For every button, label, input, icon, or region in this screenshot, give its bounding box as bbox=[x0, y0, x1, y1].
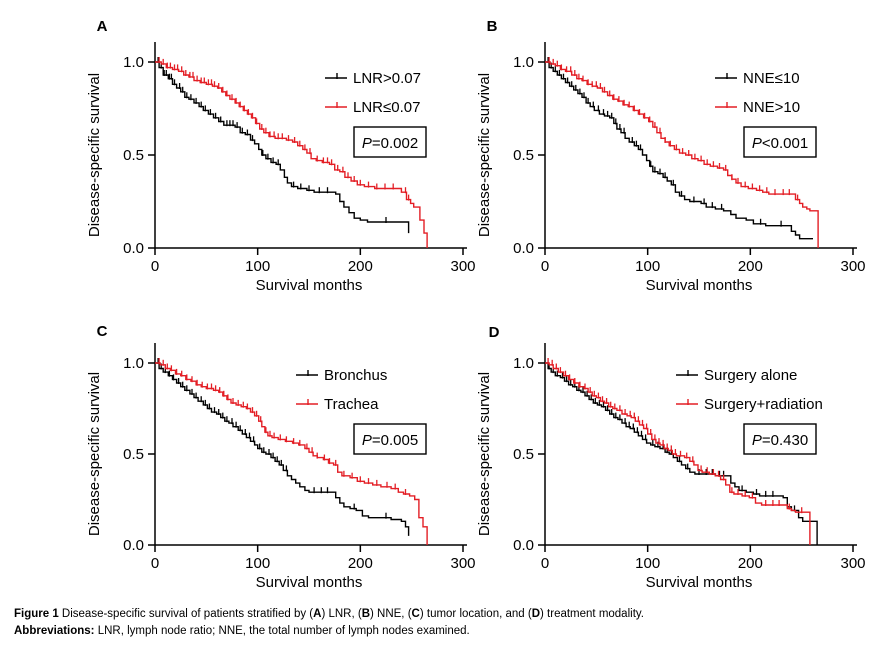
panel-B: 0 100 200 300 0.0 0.5 1.0 Survival months Diseas… bbox=[476, 18, 866, 294]
y-axis-title: Disease-specific survival bbox=[86, 372, 103, 536]
km-curve-B-black bbox=[545, 61, 813, 240]
panel-letter: B bbox=[487, 18, 498, 35]
x-axis-title: Survival months bbox=[646, 574, 753, 591]
x-axis-title: Survival months bbox=[256, 277, 363, 294]
caption-text-segment: ) NNE, ( bbox=[370, 608, 412, 620]
x-tick-label: 0 bbox=[151, 258, 159, 275]
caption-text-segment: ) LNR, ( bbox=[321, 608, 362, 620]
panel-letter: C bbox=[97, 323, 108, 340]
caption-text-segment: ) treatment modality. bbox=[540, 608, 644, 620]
p-value-box bbox=[353, 126, 427, 158]
p-value: P=0.430 bbox=[752, 432, 808, 449]
caption-bold-segment: A bbox=[313, 608, 322, 620]
x-tick-label: 300 bbox=[450, 258, 475, 275]
y-tick-label: 0.5 bbox=[123, 446, 144, 463]
x-tick-label: 0 bbox=[541, 555, 549, 572]
km-curve-B-red bbox=[545, 61, 819, 248]
x-tick-label: 0 bbox=[541, 258, 549, 275]
y-tick-label: 0.0 bbox=[123, 537, 144, 554]
x-axis-title: Survival months bbox=[646, 277, 753, 294]
x-tick-label: 100 bbox=[635, 555, 660, 572]
y-axis-title: Disease-specific survival bbox=[476, 73, 493, 237]
y-tick-label: 1.0 bbox=[123, 355, 144, 372]
x-tick-label: 300 bbox=[840, 258, 865, 275]
y-axis-title: Disease-specific survival bbox=[476, 372, 493, 536]
caption-bold-segment: Abbreviations: bbox=[14, 625, 95, 637]
x-tick-label: 100 bbox=[245, 555, 270, 572]
p-value-box bbox=[743, 423, 817, 455]
x-tick-label: 300 bbox=[840, 555, 865, 572]
caption-bold-segment: D bbox=[531, 608, 541, 620]
legend-label: Trachea bbox=[324, 396, 379, 413]
y-tick-label: 0.0 bbox=[513, 537, 534, 554]
x-tick-label: 100 bbox=[635, 258, 660, 275]
km-curve-A-red bbox=[155, 61, 428, 248]
y-tick-label: 0.0 bbox=[513, 240, 534, 257]
km-curve-C-black bbox=[155, 362, 410, 536]
y-tick-label: 0.5 bbox=[513, 446, 534, 463]
x-tick-label: 200 bbox=[738, 555, 763, 572]
caption-text-segment: LNR, lymph node ratio; NNE, the total nu… bbox=[94, 625, 470, 637]
p-value-box bbox=[743, 126, 817, 158]
x-tick-label: 0 bbox=[151, 555, 159, 572]
caption-line: Figure 1 Disease-specific survival of pa… bbox=[14, 606, 854, 623]
y-tick-label: 1.0 bbox=[513, 54, 534, 71]
km-curve-D-black bbox=[545, 362, 818, 545]
y-axis-title: Disease-specific survival bbox=[86, 73, 103, 237]
legend-label: Surgery alone bbox=[704, 367, 797, 384]
km-curve-D-red bbox=[545, 362, 811, 545]
x-tick-label: 200 bbox=[738, 258, 763, 275]
legend-label: NNE≤10 bbox=[743, 70, 800, 87]
p-value: P<0.001 bbox=[752, 135, 808, 152]
y-tick-label: 0.5 bbox=[123, 147, 144, 164]
x-tick-label: 200 bbox=[348, 258, 373, 275]
caption-bold-segment: C bbox=[411, 608, 420, 620]
p-value-box bbox=[353, 423, 427, 455]
km-curve-A-black bbox=[155, 61, 410, 234]
panel-C: 0 100 200 300 0.0 0.5 1.0 Survival months Diseas… bbox=[86, 323, 476, 591]
legend-label: Surgery+radiation bbox=[704, 396, 823, 413]
panel-letter: A bbox=[97, 18, 108, 35]
panel-A: 0 100 200 300 0.0 0.5 1.0 Survival months Diseas… bbox=[86, 18, 476, 294]
figure-caption: Figure 1 Disease-specific survival of pa… bbox=[14, 606, 854, 640]
legend-label: LNR>0.07 bbox=[353, 70, 421, 87]
y-tick-label: 0.0 bbox=[123, 240, 144, 257]
x-axis-title: Survival months bbox=[256, 574, 363, 591]
panel-D: 0 100 200 300 0.0 0.5 1.0 Survival months Diseas… bbox=[476, 324, 866, 591]
caption-text-segment: ) tumor location, and ( bbox=[419, 608, 532, 620]
p-value: P=0.005 bbox=[362, 432, 418, 449]
y-tick-label: 0.5 bbox=[513, 147, 534, 164]
legend-label: NNE>10 bbox=[743, 99, 800, 116]
x-tick-label: 100 bbox=[245, 258, 270, 275]
p-value: P=0.002 bbox=[362, 135, 418, 152]
legend-label: Bronchus bbox=[324, 367, 387, 384]
caption-text-segment: Disease-specific survival of patients st… bbox=[58, 608, 314, 620]
y-tick-label: 1.0 bbox=[123, 54, 144, 71]
caption-bold-segment: Figure 1 bbox=[14, 608, 59, 620]
km-curve-C-red bbox=[155, 362, 428, 545]
panel-letter: D bbox=[489, 324, 500, 341]
x-tick-label: 300 bbox=[450, 555, 475, 572]
y-tick-label: 1.0 bbox=[513, 355, 534, 372]
caption-line: Abbreviations: LNR, lymph node ratio; NN… bbox=[14, 623, 854, 640]
legend-label: LNR≤0.07 bbox=[353, 99, 420, 116]
caption-bold-segment: B bbox=[361, 608, 370, 620]
x-tick-label: 200 bbox=[348, 555, 373, 572]
